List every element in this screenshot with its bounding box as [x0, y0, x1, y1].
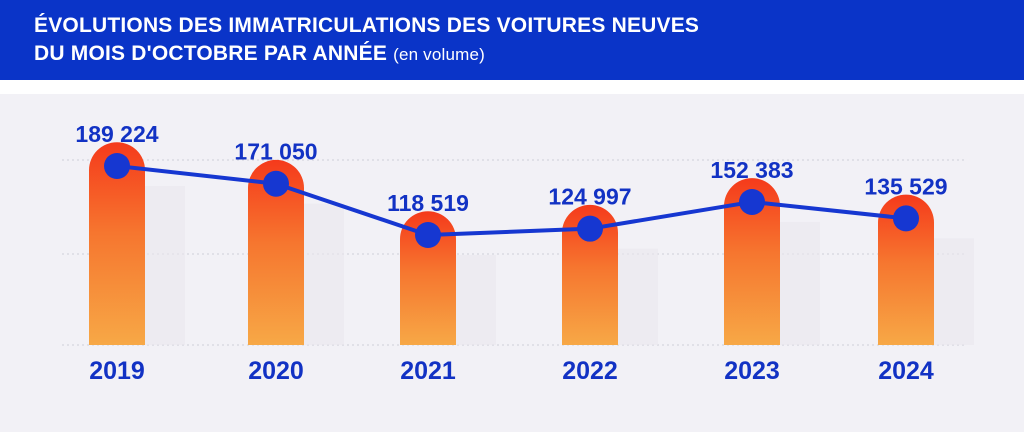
trend-line-layer	[104, 153, 919, 248]
x-tick-label-2020: 2020	[248, 357, 304, 385]
bar-shadow-2020	[304, 203, 344, 345]
bar-shadow-2019	[145, 186, 185, 345]
trend-line	[116, 164, 907, 237]
title-note: (en volume)	[393, 45, 486, 64]
data-label-2024: 135 529	[864, 173, 947, 199]
data-point-2024	[893, 205, 919, 232]
bar-shadow-2023	[780, 221, 820, 345]
data-label-2021: 118 519	[387, 190, 469, 216]
title-line-1: ÉVOLUTIONS DES IMMATRICULATIONS DES VOIT…	[34, 14, 700, 37]
data-label-2019: 189 224	[75, 121, 158, 147]
bars	[89, 142, 974, 345]
data-label-2023: 152 383	[710, 157, 793, 183]
bar-2021	[400, 211, 456, 345]
bar-2019	[89, 142, 145, 345]
title-banner: ÉVOLUTIONS DES IMMATRICULATIONS DES VOIT…	[0, 0, 1024, 80]
bar-shadow-2021	[456, 255, 496, 345]
bar-shadow-2024	[934, 238, 974, 345]
bar-2022	[562, 204, 618, 345]
x-tick-label-2024: 2024	[878, 357, 934, 385]
x-tick-label-2021: 2021	[400, 357, 456, 385]
chart-title: ÉVOLUTIONS DES IMMATRICULATIONS DES VOIT…	[34, 12, 699, 69]
data-point-2021	[415, 222, 441, 248]
data-label-2020: 171 050	[234, 139, 317, 165]
data-label-2022: 124 997	[548, 184, 631, 210]
x-tick-label-2022: 2022	[562, 357, 618, 385]
bar-2024	[878, 194, 934, 345]
x-tick-label-2019: 2019	[89, 357, 145, 385]
data-point-2019	[104, 153, 130, 179]
x-tick-label-2023: 2023	[724, 357, 780, 385]
header-separator-band	[0, 80, 1024, 94]
title-line-2: DU MOIS D'OCTOBRE PAR ANNÉE	[34, 42, 388, 65]
bar-shadow-2022	[618, 248, 658, 345]
gridlines	[62, 159, 965, 346]
data-point-2023	[739, 188, 765, 215]
bar-2023	[724, 178, 780, 345]
data-point-2022	[577, 215, 603, 242]
data-point-2020	[263, 170, 289, 197]
bar-2020	[248, 159, 304, 345]
labels: 2019 189 224 2020 171 050 2021 118 519 2022 124…	[75, 121, 947, 385]
